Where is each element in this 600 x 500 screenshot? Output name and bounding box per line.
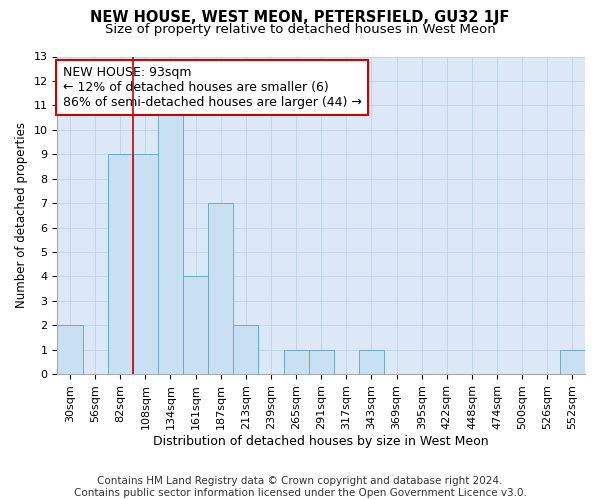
Bar [284,350,308,374]
Bar [133,154,158,374]
Text: NEW HOUSE, WEST MEON, PETERSFIELD, GU32 1JF: NEW HOUSE, WEST MEON, PETERSFIELD, GU32 … [91,10,509,25]
Text: NEW HOUSE: 93sqm
← 12% of detached houses are smaller (6)
86% of semi-detached h: NEW HOUSE: 93sqm ← 12% of detached house… [62,66,362,109]
Bar [107,154,133,374]
X-axis label: Distribution of detached houses by size in West Meon: Distribution of detached houses by size … [154,434,489,448]
Bar [183,276,208,374]
Bar [359,350,384,374]
Bar [58,325,83,374]
Text: Size of property relative to detached houses in West Meon: Size of property relative to detached ho… [104,22,496,36]
Bar [233,325,259,374]
Bar [308,350,334,374]
Bar [560,350,585,374]
Bar [158,106,183,374]
Y-axis label: Number of detached properties: Number of detached properties [15,122,28,308]
Text: Contains HM Land Registry data © Crown copyright and database right 2024.
Contai: Contains HM Land Registry data © Crown c… [74,476,526,498]
Bar [208,203,233,374]
